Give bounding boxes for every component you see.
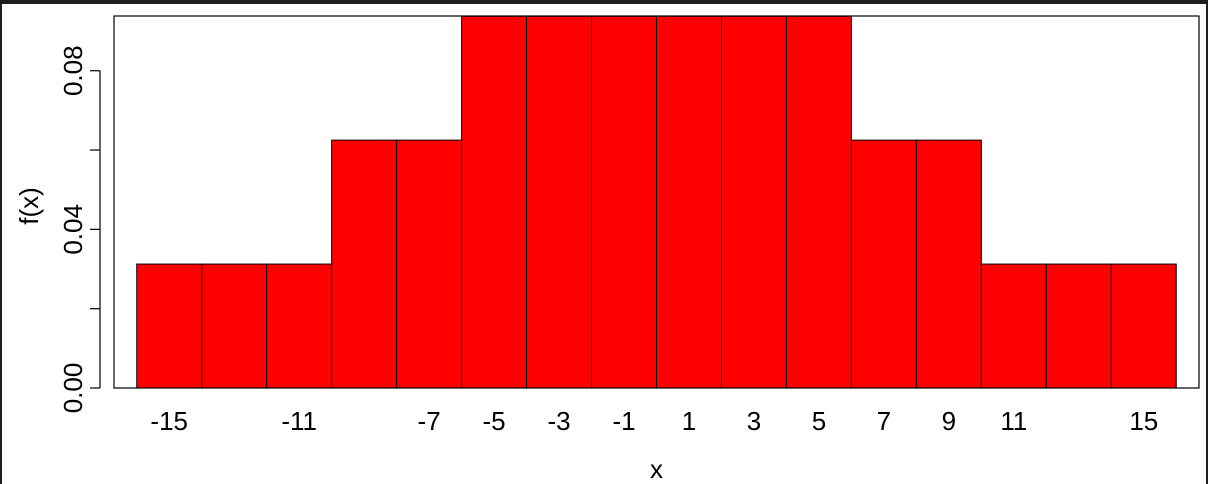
bar-x--9 (331, 139, 398, 389)
x-axis: -15 -11 -7 -5 -3 -1 1 3 5 7 9 11 15 (150, 406, 1158, 436)
x-tick-label: -11 (281, 406, 317, 436)
bar-x--3 (526, 15, 593, 389)
x-tick-label: 7 (877, 406, 891, 436)
bar-x-7 (850, 139, 917, 389)
bar-x--11 (266, 263, 333, 389)
y-axis-label: f(x) (14, 187, 44, 225)
x-tick-label: 9 (942, 406, 956, 436)
y-axis: 0.00 0.04 0.08 (58, 45, 101, 414)
bar-x-3 (720, 15, 787, 389)
y-tick-label: 0.04 (58, 204, 88, 255)
x-axis-label: x (650, 454, 663, 484)
bar-x--5 (461, 15, 528, 389)
bar-x--1 (591, 15, 658, 389)
x-tick-label: 1 (682, 406, 696, 436)
plot-border (113, 15, 1200, 389)
x-tick-label: -15 (150, 406, 188, 436)
bar-x-15 (1110, 263, 1177, 389)
bar-x--7 (396, 139, 463, 389)
y-tick-label: 0.08 (58, 45, 88, 96)
x-tick-label: 11 (1000, 406, 1027, 436)
bar-x-9 (915, 139, 982, 389)
x-tick-label: -5 (483, 406, 506, 436)
bar-x-13 (1045, 263, 1112, 389)
bar-x--15 (136, 263, 203, 389)
x-tick-label: -1 (612, 406, 635, 436)
bar-x-1 (656, 15, 722, 389)
bar-x-5 (785, 15, 852, 389)
y-tick-label: 0.00 (58, 363, 88, 414)
x-tick-label: 5 (812, 406, 826, 436)
bars-group (136, 15, 1177, 389)
x-tick-label: -7 (418, 406, 441, 436)
x-tick-label: 3 (747, 406, 761, 436)
bar-x-11 (980, 263, 1047, 389)
bar-x--13 (201, 263, 268, 389)
bar-chart: -15 -11 -7 -5 -3 -1 1 3 5 7 9 11 15 0.000.040.08 x f… (2, 4, 1206, 484)
x-tick-label: -3 (547, 406, 570, 436)
x-tick-label: 15 (1129, 406, 1158, 436)
